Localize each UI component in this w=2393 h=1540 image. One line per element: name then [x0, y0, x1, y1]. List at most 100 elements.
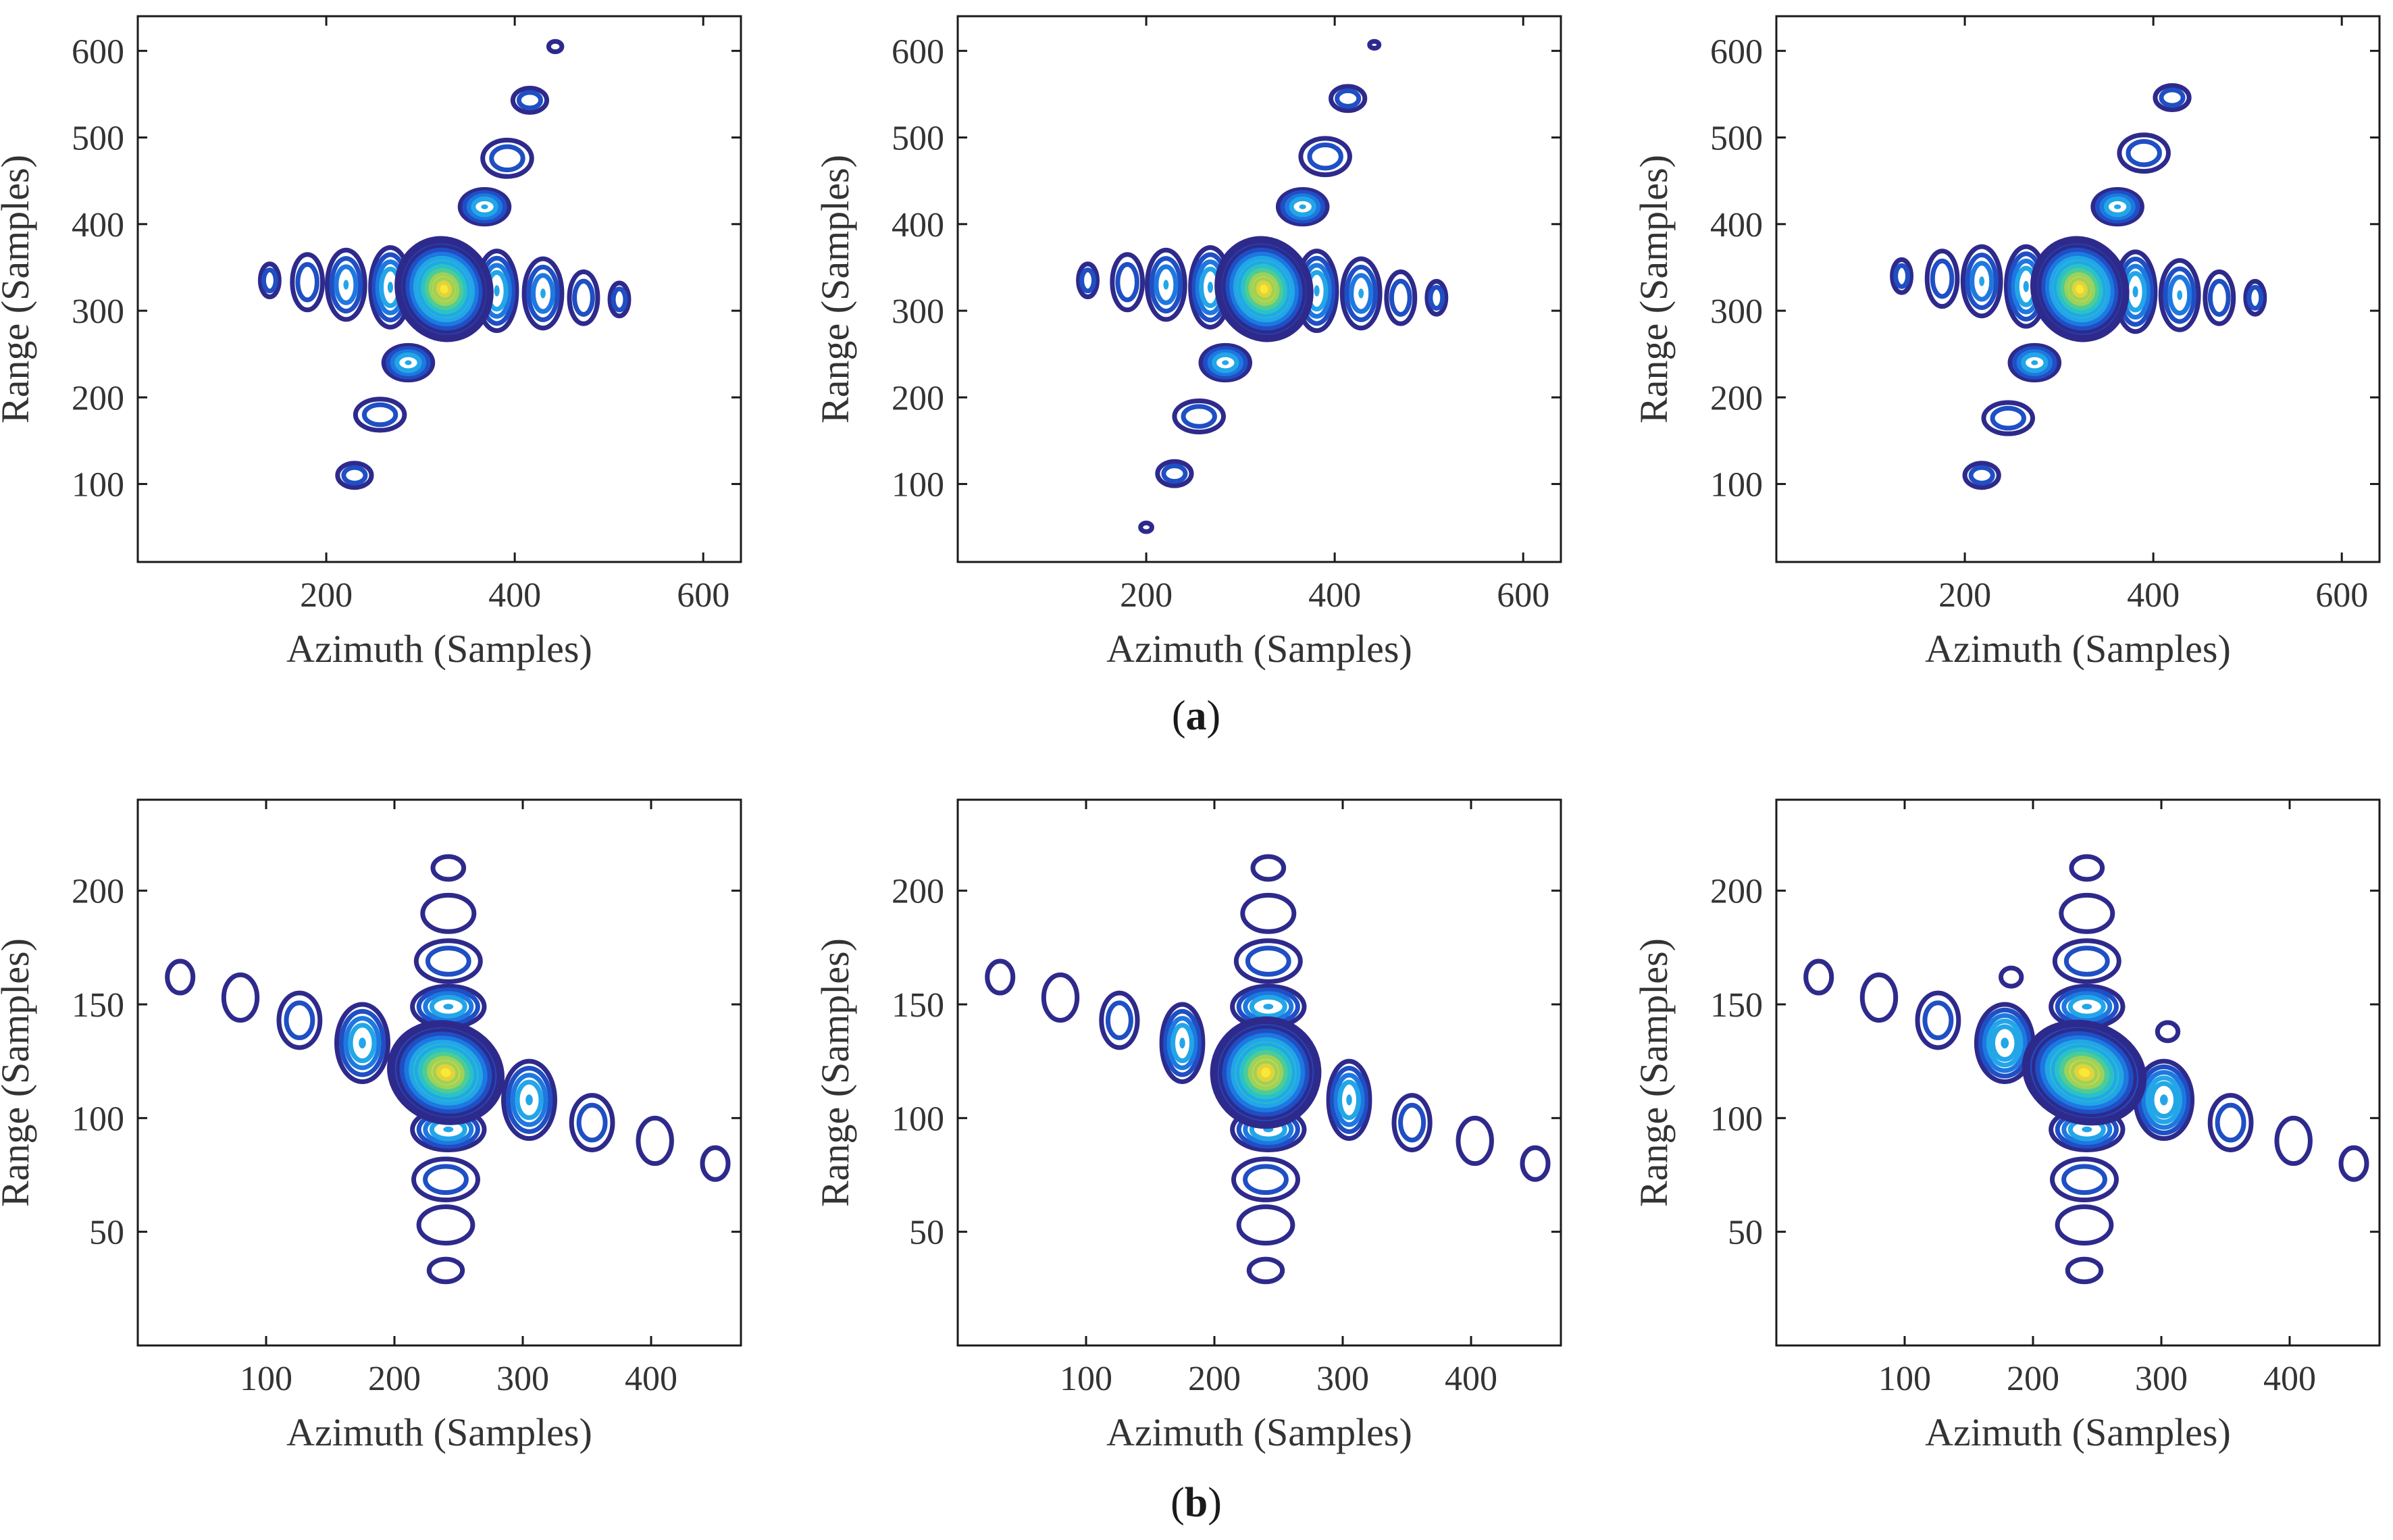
side-lobe: [1962, 461, 2001, 490]
x-tick-label: 200: [2007, 1360, 2059, 1398]
x-axis-label: Azimuth (Samples): [1925, 1410, 2231, 1454]
x-tick-label: 300: [1316, 1360, 1369, 1398]
contour-ring: [2052, 938, 2121, 984]
contour-ring: [2203, 269, 2236, 326]
contour-ring: [2153, 83, 2192, 113]
contour-ring: [343, 1016, 382, 1071]
contour-ring: [526, 264, 560, 322]
y-tick-label: 600: [72, 32, 124, 71]
lobe-peak: [481, 204, 488, 209]
side-lobe: [1520, 1145, 1551, 1182]
contour-ring: [1986, 1019, 2024, 1068]
side-lobe: [2203, 269, 2236, 326]
contour-ring: [430, 854, 467, 882]
contour-ring: [1335, 88, 1362, 109]
side-lobe: [2338, 1145, 2369, 1182]
contour-ring: [1170, 1023, 1194, 1064]
axes-box: [1775, 798, 2381, 1347]
side-lobe: [2050, 1156, 2119, 1203]
contour-ring: [2207, 278, 2231, 317]
x-tick-label: 600: [677, 576, 729, 615]
contour-ring: [700, 1145, 731, 1182]
x-tick-label: 300: [2135, 1360, 2188, 1398]
main-lobe: [2022, 1019, 2147, 1126]
contour-ring: [2167, 274, 2192, 316]
lobe-peak: [443, 1004, 454, 1010]
axes-box: [956, 798, 1562, 1347]
y-axis-label: Range (Samples): [0, 938, 37, 1207]
contour-ring: [1243, 1164, 1289, 1196]
side-lobe: [165, 958, 196, 996]
contour-ring: [466, 193, 503, 221]
contour-ring: [462, 190, 507, 224]
side-lobe: [1076, 261, 1100, 300]
x-tick-label: 100: [1060, 1360, 1112, 1398]
side-lobe: [353, 396, 407, 433]
contour-ring: [611, 286, 628, 313]
contour-ring: [2149, 1081, 2179, 1119]
y-tick-label: 200: [1710, 873, 1763, 911]
y-tick-label: 400: [72, 206, 124, 245]
side-lobe: [1915, 990, 1961, 1050]
contour-ring: [411, 1156, 480, 1203]
contour-ring: [1280, 190, 1325, 224]
plot-area: [985, 854, 1551, 1285]
main-lobe: [2030, 236, 2130, 342]
lobe-peak: [1207, 282, 1214, 293]
contour-ring: [510, 85, 550, 115]
contour-ring: [2159, 87, 2186, 108]
x-tick-label: 100: [240, 1360, 292, 1398]
contour-ring: [2069, 854, 2105, 882]
caption-a: (a): [1172, 693, 1220, 739]
contour-ring: [165, 958, 196, 996]
y-tick-label: 150: [892, 986, 944, 1025]
contour-ring: [413, 938, 483, 984]
side-lobe: [521, 256, 565, 331]
contour-ring: [1138, 520, 1154, 534]
contour-ring: [353, 396, 407, 433]
y-tick-label: 300: [1710, 292, 1763, 331]
plot-area: [165, 854, 731, 1285]
contour-ring: [1389, 278, 1412, 317]
side-lobe: [2007, 342, 2062, 383]
y-tick-label: 100: [72, 466, 124, 505]
side-lobe: [2059, 892, 2115, 934]
y-tick-label: 200: [892, 873, 944, 911]
y-tick-label: 400: [892, 206, 944, 245]
lobe-peak: [343, 280, 349, 290]
side-lobe: [420, 892, 477, 934]
y-tick-label: 100: [72, 1100, 124, 1138]
contour-ring: [1250, 854, 1287, 882]
side-lobe: [2155, 1020, 2181, 1044]
side-lobe: [334, 1002, 390, 1084]
contour-ring: [341, 465, 368, 486]
contour-ring: [1962, 461, 2001, 490]
contour-ring: [381, 342, 436, 383]
contour-ring: [530, 273, 555, 314]
side-lobe: [510, 85, 550, 115]
contour-ring: [1298, 136, 1352, 178]
side-lobe: [2243, 278, 2267, 317]
chart-panel-a1: 200 400 600 100 200 300 400 500 600 Azimuth (Samp…: [0, 15, 742, 671]
contour-ring: [1079, 267, 1096, 294]
contour-ring: [1924, 249, 1960, 309]
contour-ring: [1249, 994, 1287, 1019]
side-lobe: [335, 461, 374, 490]
contour-ring: [284, 1000, 315, 1040]
contour-ring: [515, 1079, 544, 1121]
lobe-peak: [525, 1094, 533, 1106]
contour-ring: [1337, 1079, 1361, 1121]
contour-ring: [1236, 1204, 1295, 1246]
chart-panel-b3: 100 200 300 400 50 100 150 200 Azimuth (Samples)…: [1632, 798, 2381, 1454]
contour-ring: [425, 946, 471, 977]
contour-ring: [1154, 264, 1179, 305]
x-tick-label: 400: [1445, 1360, 1497, 1398]
side-lobe: [700, 1145, 731, 1182]
contour-ring: [1076, 261, 1100, 300]
side-lobe: [1144, 247, 1187, 322]
side-lobe: [1890, 257, 1914, 295]
contour-ring: [1041, 972, 1080, 1023]
contour-ring: [1960, 244, 2003, 319]
side-lobe: [324, 247, 367, 322]
